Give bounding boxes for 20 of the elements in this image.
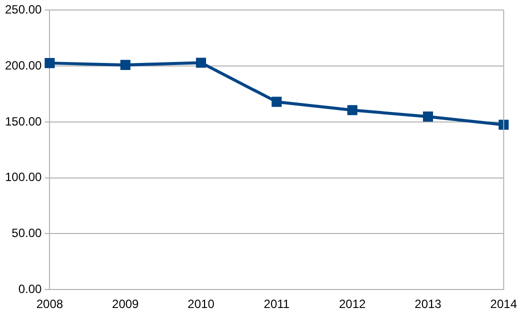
y-tick-label: 50.00 <box>12 226 42 240</box>
x-tick-label: 2009 <box>112 297 140 312</box>
x-tick-label: 2011 <box>264 297 290 312</box>
point <box>44 58 55 68</box>
y-tick-label: 250.00 <box>5 2 42 17</box>
y-tick-label: 100.00 <box>5 170 42 184</box>
point <box>272 96 282 107</box>
point <box>196 58 206 68</box>
point <box>422 112 434 122</box>
point <box>347 105 358 116</box>
x-tick-label: 2012 <box>338 297 366 312</box>
y-tick-label: 0.00 <box>18 282 42 296</box>
x-tick-label: 2014 <box>490 297 518 312</box>
x-tick-label: 2013 <box>414 297 442 312</box>
point <box>498 120 509 130</box>
x-tick-label: 2010 <box>188 297 215 312</box>
point <box>120 60 130 70</box>
y-tick-label: 200.00 <box>5 58 42 72</box>
y-tick-label: 150.00 <box>5 114 42 128</box>
x-tick-label: 2008 <box>36 297 64 312</box>
